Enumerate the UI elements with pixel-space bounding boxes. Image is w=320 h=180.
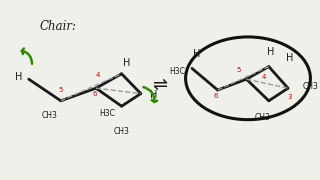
Text: CH3: CH3 (302, 82, 318, 91)
Text: 4: 4 (95, 72, 100, 78)
Text: H: H (193, 49, 201, 59)
Text: Chair:: Chair: (39, 21, 76, 33)
Text: 4: 4 (262, 74, 266, 80)
Text: H: H (150, 90, 158, 100)
Text: CH3: CH3 (254, 112, 270, 122)
Text: CH3: CH3 (114, 127, 130, 136)
Text: 6: 6 (92, 91, 97, 98)
Text: H: H (123, 58, 130, 68)
Text: H: H (286, 53, 293, 63)
Text: H3C: H3C (170, 67, 186, 76)
Text: 5: 5 (236, 67, 241, 73)
Text: H3C: H3C (99, 109, 115, 118)
Text: ⇌: ⇌ (152, 76, 168, 94)
Text: 6: 6 (214, 93, 218, 99)
Text: H: H (15, 72, 22, 82)
Text: CH3: CH3 (42, 111, 58, 120)
Text: H: H (267, 47, 274, 57)
Text: 5: 5 (59, 87, 63, 93)
Text: 3: 3 (287, 94, 292, 100)
